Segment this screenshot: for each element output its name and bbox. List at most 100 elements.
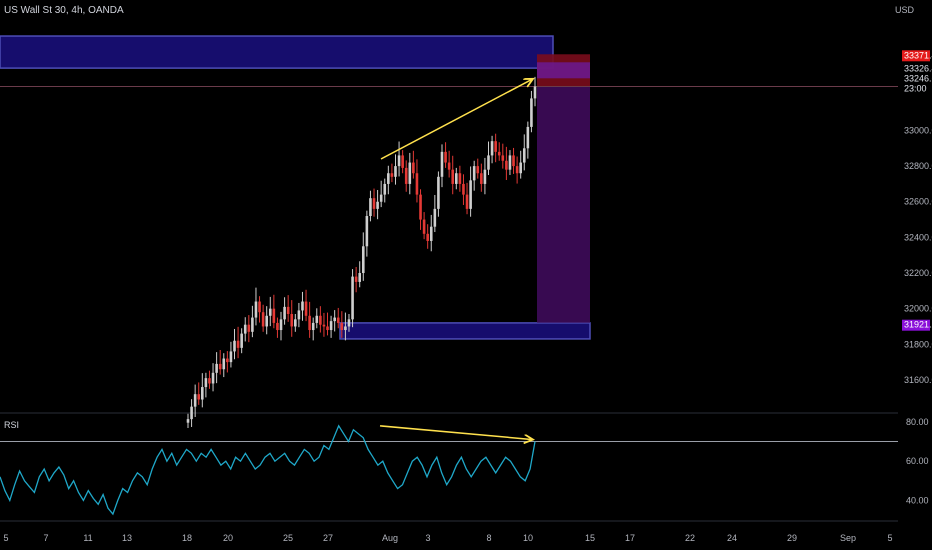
candle	[272, 308, 276, 323]
candle	[319, 315, 322, 325]
candle	[422, 219, 426, 234]
candle	[437, 176, 440, 209]
candle	[412, 162, 415, 174]
candle	[419, 194, 422, 220]
candle	[301, 301, 304, 311]
x-tick-label: 27	[323, 533, 333, 543]
x-tick-label: 15	[585, 533, 595, 543]
price-tick-label: 33000.0	[904, 125, 932, 135]
candle	[508, 155, 512, 170]
candle	[351, 276, 354, 320]
x-tick-label: 29	[787, 533, 797, 543]
price-tick-label: 32600.0	[904, 197, 932, 207]
price-tag-bg	[902, 50, 930, 62]
candle	[397, 155, 401, 167]
candle	[480, 173, 483, 184]
x-tick-label: 5	[3, 533, 8, 543]
candle	[476, 166, 480, 174]
candle	[372, 198, 376, 209]
candle	[283, 306, 286, 320]
candle	[211, 372, 215, 384]
candle	[204, 378, 208, 388]
candle	[494, 141, 497, 152]
candle	[326, 326, 329, 331]
candle	[222, 358, 226, 370]
candle	[261, 312, 265, 327]
candle	[358, 273, 362, 282]
candle	[487, 155, 490, 170]
candle	[426, 233, 429, 241]
price-tick-label: 32200.0	[904, 268, 932, 278]
candle	[515, 166, 519, 174]
candle	[469, 180, 472, 209]
candle	[229, 351, 233, 363]
price-tick-label: 32400.0	[904, 232, 932, 242]
candle	[472, 166, 476, 181]
candle	[308, 315, 311, 331]
candle	[340, 322, 344, 331]
rsi-tick-label: 40.00	[906, 495, 929, 505]
candle	[201, 387, 204, 400]
candle	[383, 183, 387, 195]
candle	[254, 301, 258, 318]
candle	[236, 340, 240, 348]
rsi-label: RSI	[4, 420, 20, 430]
candle	[444, 151, 447, 163]
candle	[329, 321, 333, 331]
candle	[394, 166, 397, 177]
price-tag: 23:00	[904, 84, 927, 94]
candle	[233, 340, 236, 352]
x-tick-label: 13	[122, 533, 132, 543]
price-tag-bg	[902, 319, 930, 331]
candle	[404, 167, 408, 184]
x-tick-label: 8	[486, 533, 491, 543]
candle	[276, 322, 279, 331]
candle	[483, 169, 487, 184]
candle	[501, 155, 505, 161]
rsi-tick-label: 60.00	[906, 456, 929, 466]
candle	[415, 173, 419, 195]
candle	[401, 155, 404, 168]
candle	[458, 173, 462, 184]
candle	[454, 173, 458, 184]
price-tag: 33326.4	[904, 63, 932, 73]
x-tick-label: Aug	[382, 533, 398, 543]
rsi-tick-label: 80.00	[906, 417, 929, 427]
candle	[347, 319, 351, 327]
price-tag: 33371.4	[904, 50, 932, 60]
price-tick-label: 32000.0	[904, 304, 932, 314]
candle	[279, 319, 283, 331]
candle	[465, 194, 469, 209]
candle	[429, 226, 433, 241]
candle	[286, 306, 290, 314]
candle	[344, 326, 347, 331]
candle	[354, 276, 358, 282]
candle	[530, 98, 533, 127]
candle	[294, 319, 297, 327]
candle	[361, 246, 365, 274]
candle	[193, 394, 197, 407]
candle	[304, 301, 308, 316]
candle	[251, 317, 254, 332]
candle	[512, 155, 515, 167]
currency-label: USD	[894, 5, 914, 15]
candle	[505, 160, 508, 170]
candle	[390, 173, 394, 177]
candle	[311, 322, 315, 331]
rsi-trendline	[379, 425, 533, 440]
candle	[258, 301, 261, 313]
candle	[379, 194, 383, 202]
candle	[533, 86, 537, 99]
candle	[208, 378, 211, 384]
candle	[243, 324, 247, 334]
entry-band	[537, 62, 590, 79]
x-tick-label: Sep	[840, 533, 856, 543]
x-tick-label: 17	[625, 533, 635, 543]
price-tick-label: 31800.0	[904, 339, 932, 349]
candle	[247, 324, 251, 332]
candle	[369, 198, 372, 216]
x-tick-label: 11	[83, 533, 92, 543]
candle	[497, 151, 501, 156]
